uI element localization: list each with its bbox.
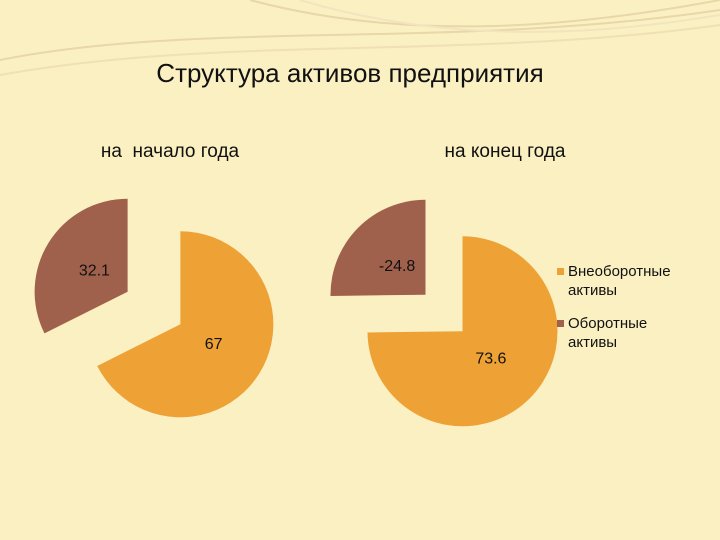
data-label: -24.8 bbox=[379, 258, 416, 275]
pie-slice bbox=[34, 198, 128, 334]
data-label: 32.1 bbox=[79, 262, 110, 279]
chart-title: на начало года bbox=[101, 141, 240, 162]
legend-swatch bbox=[557, 268, 564, 275]
decoration bbox=[0, 0, 720, 76]
data-label: 73.6 bbox=[475, 351, 506, 368]
pie-slice bbox=[330, 199, 426, 296]
legend-label: Внеоборотные активы bbox=[568, 263, 671, 299]
pie-slice bbox=[367, 236, 558, 427]
legend-swatch bbox=[557, 320, 564, 327]
slide-title: Структура активов предприятия bbox=[156, 58, 543, 88]
chart-title: на конец года bbox=[445, 141, 566, 162]
data-label: 67 bbox=[205, 336, 223, 353]
legend-label: Оборотные активы bbox=[568, 315, 647, 351]
pie-slice bbox=[97, 231, 274, 418]
